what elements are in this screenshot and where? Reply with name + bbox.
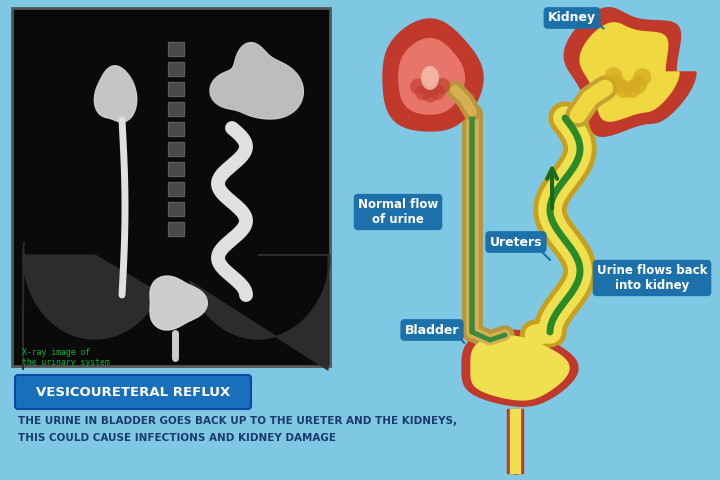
Text: Urine flows back
into kidney: Urine flows back into kidney	[597, 264, 707, 292]
Polygon shape	[168, 62, 184, 76]
Text: VESICOURETERAL REFLUX: VESICOURETERAL REFLUX	[36, 385, 230, 398]
Polygon shape	[189, 255, 330, 370]
Text: Bladder: Bladder	[405, 324, 459, 336]
Polygon shape	[168, 222, 184, 236]
Circle shape	[415, 84, 431, 100]
FancyBboxPatch shape	[15, 375, 251, 409]
Polygon shape	[168, 202, 184, 216]
Circle shape	[629, 76, 647, 94]
Circle shape	[434, 78, 450, 94]
Ellipse shape	[421, 66, 439, 90]
Polygon shape	[168, 102, 184, 116]
Polygon shape	[399, 39, 464, 114]
Circle shape	[608, 75, 626, 93]
Polygon shape	[168, 162, 184, 176]
Polygon shape	[168, 142, 184, 156]
FancyBboxPatch shape	[12, 8, 330, 366]
Polygon shape	[168, 82, 184, 96]
Polygon shape	[168, 182, 184, 196]
Circle shape	[429, 84, 445, 100]
Polygon shape	[462, 330, 578, 406]
Text: Kidney: Kidney	[548, 12, 596, 24]
Polygon shape	[564, 8, 696, 136]
Circle shape	[423, 86, 438, 103]
Text: THIS COULD CAUSE INFECTIONS AND KIDNEY DAMAGE: THIS COULD CAUSE INFECTIONS AND KIDNEY D…	[18, 433, 336, 443]
Polygon shape	[210, 43, 303, 119]
Polygon shape	[580, 23, 679, 121]
Circle shape	[604, 67, 622, 85]
Polygon shape	[383, 19, 483, 131]
Polygon shape	[150, 276, 207, 330]
Text: Ureters: Ureters	[490, 236, 542, 249]
Circle shape	[410, 79, 426, 95]
Text: THE URINE IN BLADDER GOES BACK UP TO THE URETER AND THE KIDNEYS,: THE URINE IN BLADDER GOES BACK UP TO THE…	[18, 416, 457, 426]
Text: Normal flow
of urine: Normal flow of urine	[358, 198, 438, 226]
Circle shape	[634, 68, 652, 86]
Polygon shape	[471, 336, 569, 400]
Polygon shape	[23, 242, 159, 370]
Polygon shape	[168, 42, 184, 56]
Polygon shape	[94, 66, 137, 122]
Circle shape	[622, 80, 640, 98]
Text: X-ray image of
the urinary system: X-ray image of the urinary system	[22, 348, 109, 367]
Circle shape	[615, 80, 633, 98]
Polygon shape	[168, 122, 184, 136]
